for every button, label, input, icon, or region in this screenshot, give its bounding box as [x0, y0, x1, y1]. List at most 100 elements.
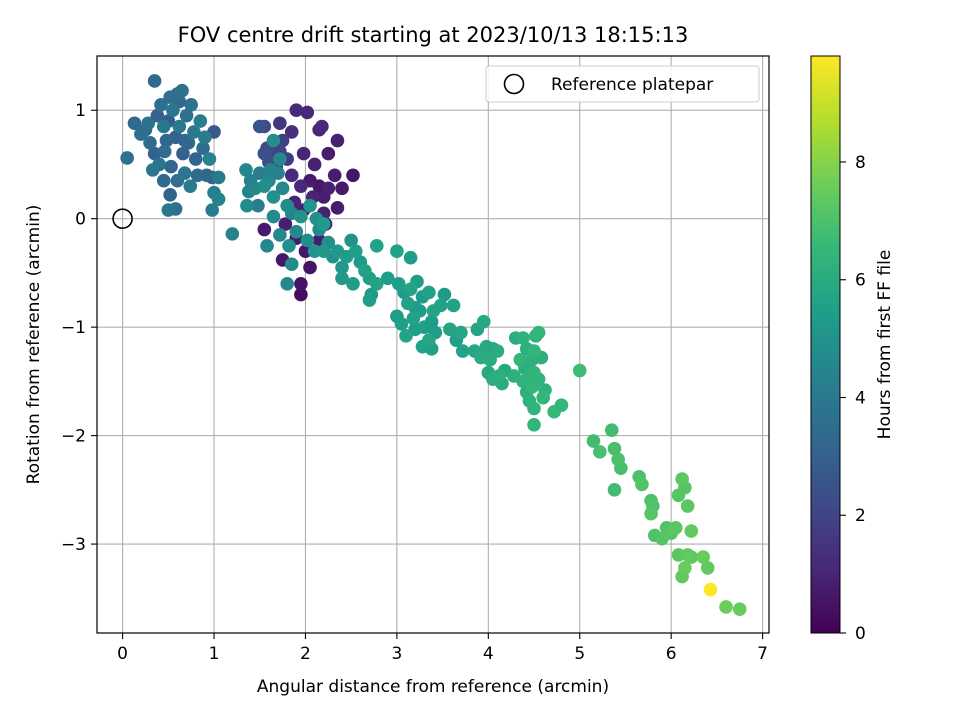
data-point	[300, 233, 315, 248]
data-point	[240, 198, 254, 213]
data-point	[527, 344, 541, 358]
data-point	[335, 181, 349, 196]
data-point	[668, 520, 683, 535]
data-point	[455, 344, 470, 358]
data-point	[181, 135, 196, 150]
data-point	[593, 445, 607, 459]
data-point	[403, 250, 418, 265]
data-point	[321, 181, 336, 196]
data-point	[401, 296, 415, 311]
legend: Reference platepar	[485, 65, 760, 103]
data-point	[260, 239, 274, 253]
data-point	[211, 170, 226, 185]
data-point	[296, 146, 311, 161]
data-point	[303, 260, 317, 275]
data-point	[289, 103, 304, 118]
data-point	[211, 192, 226, 206]
data-point	[321, 146, 336, 161]
x-axis-label: Angular distance from reference (arcmin)	[257, 677, 609, 697]
y-tick-label: −2	[61, 427, 86, 447]
legend-marker-open-circle	[503, 73, 525, 95]
colorbar-ticks: 0 2 4 6 8	[840, 153, 866, 644]
data-point	[177, 166, 192, 180]
data-point	[403, 282, 418, 296]
data-point	[252, 166, 267, 180]
data-point	[176, 146, 190, 161]
data-point	[257, 222, 272, 237]
data-point	[680, 548, 695, 562]
data-point	[680, 499, 695, 513]
data-point	[188, 152, 203, 166]
data-point	[141, 116, 155, 131]
y-tick-label: 0	[75, 210, 86, 230]
data-point	[399, 329, 413, 343]
data-point	[678, 561, 692, 575]
data-point	[700, 561, 715, 575]
data-point	[380, 271, 395, 286]
data-point	[257, 179, 272, 193]
x-tick-label: 3	[391, 644, 402, 664]
data-point	[150, 108, 165, 123]
data-point	[289, 224, 304, 239]
data-point	[696, 550, 710, 564]
colorbar-tick-label: 6	[855, 271, 866, 291]
data-point	[193, 114, 208, 128]
data-point	[184, 98, 198, 112]
data-point	[390, 244, 404, 259]
data-point	[644, 506, 658, 521]
data-point	[719, 600, 733, 614]
data-point	[196, 141, 210, 155]
data-point	[266, 190, 281, 204]
data-point	[406, 311, 421, 326]
data-point	[275, 181, 290, 196]
data-point	[303, 198, 317, 213]
data-point	[163, 90, 177, 105]
data-point	[483, 352, 497, 367]
data-point	[330, 201, 345, 215]
data-point	[391, 276, 406, 291]
data-point	[263, 163, 278, 177]
data-point	[422, 333, 436, 347]
data-point	[454, 325, 468, 340]
data-point	[607, 441, 622, 456]
data-point	[607, 483, 622, 497]
reference-platepar-marker	[112, 208, 133, 229]
data-point	[572, 363, 587, 378]
y-tick-label: −3	[61, 535, 86, 555]
data-point	[531, 325, 546, 340]
colorbar-tick-label: 4	[855, 388, 866, 408]
data-point	[273, 228, 287, 242]
data-point	[280, 276, 294, 291]
data-point	[604, 423, 619, 437]
data-point	[225, 227, 240, 241]
data-point	[362, 293, 377, 307]
data-point	[202, 152, 217, 166]
data-point	[280, 198, 294, 213]
data-point	[166, 103, 180, 118]
data-point	[527, 417, 541, 432]
legend-label: Reference platepar	[551, 75, 713, 95]
data-point	[294, 276, 308, 291]
x-axis-ticks: 0 1 2 3 4 5 6 7	[117, 633, 768, 664]
data-point	[675, 472, 689, 486]
data-point	[732, 602, 747, 616]
x-tick-label: 5	[574, 644, 585, 664]
data-point	[157, 144, 172, 159]
data-point	[127, 116, 142, 131]
data-point	[348, 244, 363, 259]
data-point	[684, 524, 699, 538]
data-point	[358, 263, 372, 278]
data-point	[315, 119, 329, 134]
data-point	[163, 188, 177, 202]
x-tick-label: 2	[300, 644, 311, 664]
data-point	[586, 434, 601, 448]
data-point	[134, 127, 148, 141]
plot-frame	[96, 55, 770, 634]
data-point	[154, 98, 168, 112]
x-tick-label: 1	[209, 644, 220, 664]
colorbar-tick-label: 8	[855, 153, 866, 173]
data-point	[205, 203, 219, 217]
x-tick-label: 0	[117, 644, 128, 664]
x-tick-label: 4	[483, 644, 494, 664]
data-point	[175, 83, 189, 98]
